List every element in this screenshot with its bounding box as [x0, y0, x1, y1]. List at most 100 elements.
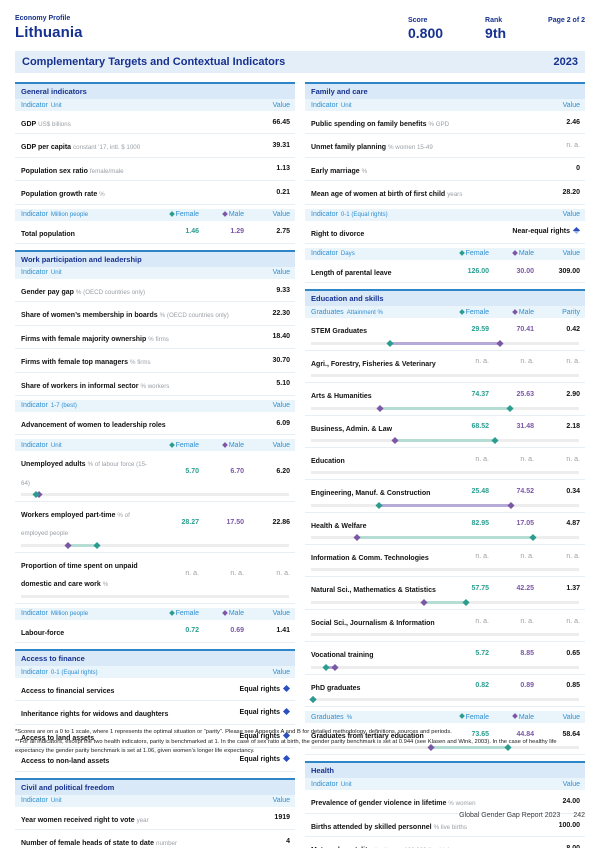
table-row: Business, Admin. & Law 68.52 31.48 2.18 — [305, 416, 585, 448]
row-label: Vocational training — [311, 652, 374, 660]
footnote-1: *Scores are on a 0 to 1 scale, where 1 r… — [15, 729, 452, 735]
block-header-label: Indicator — [21, 211, 48, 219]
row-label: GDP — [21, 121, 37, 128]
row-label: Firms with female top managers — [21, 359, 128, 367]
rights-value: Equal rights — [240, 754, 291, 763]
female-marker-icon — [309, 695, 317, 704]
female-value: 74.37 — [471, 390, 489, 398]
section-general-indicators: General indicators Indicator Unit Value GDP U… — [15, 82, 295, 244]
female-value: n. a. — [475, 455, 489, 463]
block-header-row: Indicator 0-1 (Equal rights) Value — [305, 208, 585, 221]
indicator-block: Indicator Unit Female Male Value Unemployed a… — [15, 439, 295, 604]
mini-chart-track — [311, 663, 579, 671]
row-label: GDP per capita — [21, 144, 72, 152]
row-label: Firms with female majority ownership — [21, 335, 147, 343]
indicator-block: Indicator Million people Female Male Value La… — [15, 607, 295, 644]
row-label: Engineering, Manuf. & Construction — [311, 490, 431, 498]
row-value: 0.42 — [566, 326, 580, 334]
mini-chart-track — [311, 598, 579, 606]
block-header-unit: % — [346, 713, 353, 721]
block-header-row: Indicator Unit Value — [305, 778, 585, 791]
section-title: General indicators — [15, 84, 295, 99]
female-marker-icon — [529, 534, 537, 542]
equal-rights-diamond-icon — [282, 708, 291, 716]
male-value: 17.50 — [226, 518, 244, 526]
table-row: Share of workers in informal sector% wor… — [15, 373, 295, 396]
block-header-label: Indicator — [311, 250, 338, 258]
footnotes: *Scores are on a 0 to 1 scale, where 1 r… — [15, 728, 585, 757]
row-value: 1.13 — [276, 165, 290, 173]
row-unit: % firms — [129, 359, 151, 367]
row-unit: years — [447, 191, 463, 199]
table-row: STEM Graduates 29.59 70.41 0.42 — [305, 318, 585, 351]
female-column-header: Female — [154, 442, 199, 449]
block-header-row: Indicator Million people Female Male Value — [15, 208, 295, 221]
row-label: STEM Graduates — [311, 328, 368, 336]
table-row: Unemployed adults% of labour force (15-6… — [15, 451, 295, 503]
male-value: 25.63 — [516, 390, 534, 398]
table-row: Year women received right to vote year 191… — [15, 807, 295, 830]
row-unit: % — [99, 191, 105, 199]
value-column-header: Value — [562, 211, 580, 219]
female-value: 57.75 — [471, 585, 489, 593]
female-value: 5.70 — [185, 468, 199, 476]
row-value: 4 — [286, 837, 290, 845]
male-value: n. a. — [520, 358, 534, 366]
row-value: 66.45 — [272, 118, 290, 126]
male-value: 6.70 — [230, 468, 244, 476]
indicator-block: Graduates Attainment % Female Male Parity STE… — [305, 306, 585, 708]
table-row: Maternal mortalitydeaths per 100,000 liv… — [305, 837, 585, 848]
row-label: Number of female heads of state to date — [21, 839, 155, 847]
section-education-and-skills: Education and skills Graduates Attainment … — [305, 289, 585, 756]
female-value: 25.48 — [471, 487, 489, 495]
row-label: Access to land assets — [21, 734, 95, 742]
row-label: Social Sci., Journalism & Information — [311, 619, 435, 627]
row-unit: % women — [448, 800, 476, 808]
row-label: Length of parental leave — [311, 269, 392, 277]
mini-chart-track — [311, 436, 579, 444]
male-column-header: Male — [489, 714, 534, 721]
row-unit: year — [136, 816, 149, 824]
female-value: 73.65 — [471, 730, 489, 738]
row-unit: % firms — [148, 335, 169, 343]
row-unit: % GPD — [428, 121, 450, 128]
row-label: Business, Admin. & Law — [311, 425, 393, 433]
block-header-unit: Unit — [50, 441, 62, 449]
table-row: Population sex ratio female/male 1.13 — [15, 158, 295, 182]
section-title: Work participation and leadership — [15, 251, 295, 267]
female-diamond-icon — [458, 713, 465, 720]
female-diamond-icon — [168, 610, 175, 616]
table-row: Graduates from tertiary education 73.65 44… — [305, 723, 585, 756]
male-diamond-icon — [511, 713, 518, 720]
female-column-header: Female — [154, 211, 199, 218]
mini-chart-track — [311, 471, 579, 475]
table-row: Prevalence of gender violence in lifetim… — [305, 790, 585, 814]
row-label: Early marriage — [311, 167, 360, 175]
mini-chart-segment — [390, 341, 500, 345]
block-header-unit: Million people — [50, 211, 89, 219]
section-title: Health — [305, 763, 585, 779]
block-header-unit: Unit — [50, 797, 62, 805]
equal-rights-diamond-icon — [282, 684, 291, 692]
male-value: n. a. — [230, 569, 244, 577]
left-column: General indicators Indicator Unit Value GDP U… — [15, 82, 295, 848]
block-header-label: Graduates — [311, 713, 344, 721]
indicator-block: Indicator Unit Value Year women received ri… — [15, 794, 295, 848]
row-unit: % — [102, 581, 109, 589]
block-header-unit: Unit — [340, 101, 352, 109]
female-value: 0.82 — [475, 682, 489, 690]
table-row: Early marriage% 0 — [305, 158, 585, 182]
mini-chart-track — [311, 534, 579, 542]
female-column-header: Female — [154, 610, 199, 617]
table-row: Engineering, Manuf. & Construction 25.48 7… — [305, 480, 585, 513]
block-header-row: Indicator Unit Value — [15, 794, 295, 807]
mini-chart-segment — [431, 746, 509, 750]
row-label: Natural Sci., Mathematics & Statistics — [311, 587, 436, 595]
female-diamond-icon — [168, 211, 175, 217]
row-unit: % of employed people — [21, 512, 130, 538]
mini-chart-track — [309, 695, 579, 704]
table-row: Inheritance rights for widows and daught… — [15, 701, 295, 725]
female-column-header: Female — [444, 714, 489, 721]
row-value: 1919 — [274, 814, 290, 822]
male-value: 42.25 — [516, 585, 534, 593]
